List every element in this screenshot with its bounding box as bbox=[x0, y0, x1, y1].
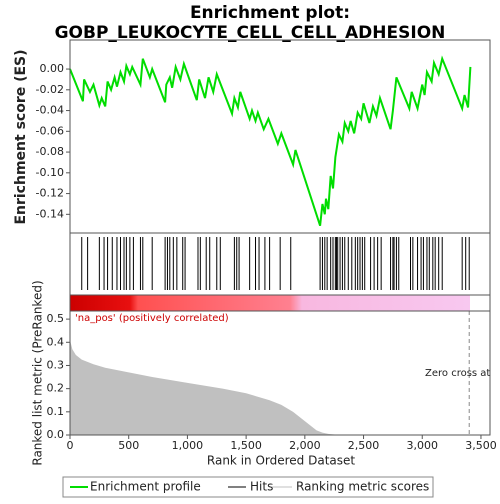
plot-frame bbox=[69, 39, 491, 436]
y-tick-label: 0.4 bbox=[47, 335, 65, 348]
legend bbox=[62, 476, 434, 498]
annotation: 'na_pos' (positively correlated) bbox=[75, 313, 229, 324]
enrichment-line bbox=[69, 55, 472, 227]
y-tick-label: 0.0 bbox=[47, 428, 65, 441]
y-axis-label: Ranked list metric (PreRanked) bbox=[31, 280, 45, 465]
rank-color-bar bbox=[70, 295, 470, 311]
y-tick-label: 0.2 bbox=[47, 382, 65, 395]
y-tick-label: -0.08 bbox=[36, 145, 64, 158]
x-tick-label: 500 bbox=[118, 439, 139, 452]
plot-area: 0.00 -0.02 -0.04 -0.06 -0.08 -0.10 -0.12 -0.14 0… bbox=[36, 55, 497, 452]
x-tick-label: 3,000 bbox=[407, 439, 439, 452]
x-tick-label: 0 bbox=[67, 439, 74, 452]
y-tick-label: -0.02 bbox=[36, 83, 64, 96]
annotation: Zero cross at bbox=[425, 368, 490, 379]
legend-label: Ranking metric scores bbox=[296, 480, 429, 494]
y-tick-label: 0.3 bbox=[47, 358, 65, 371]
y-tick-label: -0.04 bbox=[36, 104, 64, 117]
y-tick-label: 0.5 bbox=[47, 312, 65, 325]
y-tick-label: 0.00 bbox=[40, 62, 65, 75]
legend-label: Hits bbox=[250, 480, 273, 494]
chart-title: GOBP_LEUKOCYTE_CELL_CELL_ADHESION bbox=[55, 23, 446, 43]
chart-title: Enrichment plot: bbox=[190, 3, 350, 23]
x-tick-label: 2,000 bbox=[289, 439, 321, 452]
x-tick-label: 1,000 bbox=[172, 439, 204, 452]
y-tick-label: 0.1 bbox=[47, 405, 65, 418]
x-tick-label: 1,500 bbox=[230, 439, 262, 452]
y-tick-label: -0.06 bbox=[36, 124, 64, 137]
y-tick-label: -0.14 bbox=[36, 207, 64, 220]
legend-label: Enrichment profile bbox=[90, 480, 201, 494]
metric-area bbox=[70, 339, 471, 435]
y-tick-label: -0.12 bbox=[36, 187, 64, 200]
y-tick-label: -0.10 bbox=[36, 166, 64, 179]
x-tick-label: 3,500 bbox=[465, 439, 497, 452]
x-tick-label: 2,500 bbox=[348, 439, 380, 452]
y-axis-label: Enrichment score (ES) bbox=[13, 49, 29, 224]
x-axis-label: Rank in Ordered Dataset bbox=[207, 454, 355, 468]
